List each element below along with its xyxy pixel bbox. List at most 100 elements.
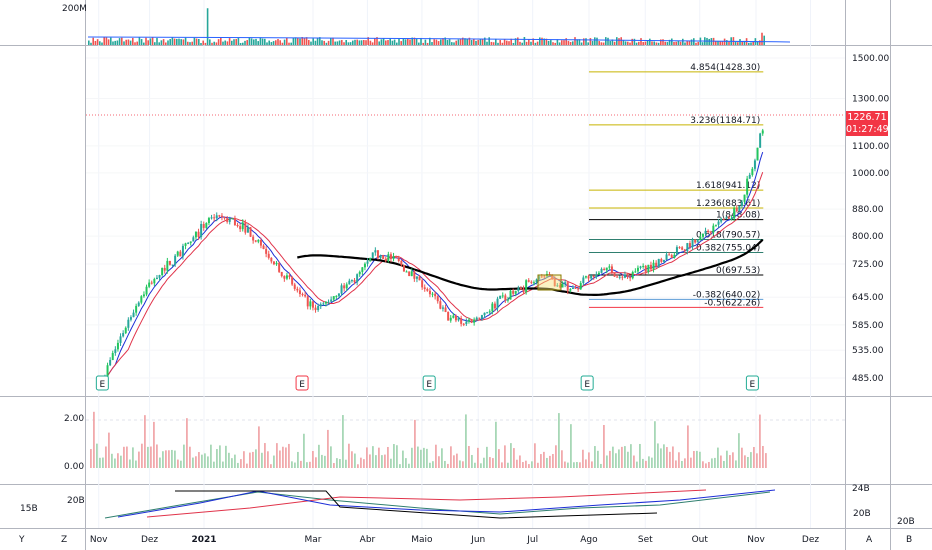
top-volume-bar <box>112 41 114 45</box>
last-price-tag: 1226.71 <box>846 111 888 124</box>
candle-body <box>343 285 346 289</box>
top-volume-bar <box>679 41 682 45</box>
volume-bar <box>447 463 449 468</box>
candle-body <box>636 267 639 272</box>
candle-body <box>361 267 364 272</box>
time-label: Dez <box>141 535 158 545</box>
candle-body <box>213 217 216 219</box>
top-volume-bar <box>534 42 537 45</box>
volume-bar <box>528 464 530 468</box>
volume-bar <box>198 452 200 468</box>
candle-body <box>257 239 260 242</box>
time-axis[interactable]: Nov Dez 2021 Mar Abr Maio Jun Jul Ago Set Out Nov De… <box>90 535 819 545</box>
volume-bar <box>678 452 680 468</box>
corner-label-y[interactable]: Y <box>18 535 25 545</box>
fib-level-label: 1.236(883.61) <box>696 199 760 209</box>
top-volume-bar <box>547 40 550 45</box>
volume-bar <box>690 457 692 468</box>
candle-body <box>535 279 538 283</box>
volume-bar <box>411 447 413 468</box>
volume-bar <box>615 453 617 468</box>
candle-body <box>231 218 234 220</box>
top-volume-bar <box>479 39 482 45</box>
candle-body <box>389 254 392 259</box>
candle-body <box>109 359 112 366</box>
volume-bar <box>609 450 611 468</box>
volume-bar <box>723 460 725 468</box>
top-volume-bar <box>521 42 523 45</box>
volume-bar <box>165 450 167 468</box>
volume-bar <box>105 446 107 468</box>
earnings-marker <box>422 375 436 391</box>
top-volume-bar <box>145 37 147 45</box>
corner-label-b[interactable]: B <box>906 535 912 545</box>
top-volume-bar <box>105 37 108 45</box>
top-volume-bar <box>371 42 374 45</box>
indicator-line-black <box>175 490 658 519</box>
volume-bar <box>744 455 746 468</box>
volume-bar <box>708 461 710 468</box>
candle-body <box>244 222 247 233</box>
candle-body <box>473 319 476 323</box>
candle-body <box>753 160 756 169</box>
top-volume-bar <box>132 37 134 45</box>
candle-body <box>444 307 447 312</box>
top-volume-bar <box>347 42 350 45</box>
candle-body <box>704 230 707 234</box>
top-volume-bar <box>466 38 468 45</box>
candle-body <box>644 265 647 272</box>
volume-bar <box>348 443 350 468</box>
volume-bar <box>672 446 674 468</box>
top-volume-bar <box>442 38 444 45</box>
top-volume-bar <box>723 38 726 45</box>
volume-bar <box>156 444 158 468</box>
volume-bar <box>531 461 533 468</box>
candle-body <box>486 312 489 314</box>
candle-body <box>595 274 598 278</box>
candle-body <box>439 301 442 309</box>
volume-bar <box>249 452 251 468</box>
candle-body <box>592 275 595 278</box>
top-volume-bar <box>470 40 473 45</box>
volume-bar <box>606 455 608 468</box>
volume-bar <box>369 454 371 468</box>
volume-bar <box>456 453 458 468</box>
volume-bar <box>639 443 641 468</box>
earnings-marker <box>745 375 759 391</box>
bottom-right-tick-2: 20B <box>853 509 871 519</box>
volume-bar <box>159 457 161 468</box>
corner-label-z[interactable]: Z <box>61 535 67 545</box>
top-volume-bar <box>173 38 176 45</box>
volume-bar <box>228 452 230 468</box>
candle-body <box>746 178 749 195</box>
top-volume-bar <box>743 40 746 45</box>
volume-bar <box>381 455 383 468</box>
top-volume-bar <box>627 41 629 45</box>
candle-body <box>499 295 502 299</box>
top-volume-bar <box>695 42 697 45</box>
top-volume-bar <box>624 41 627 45</box>
top-volume-bar <box>719 41 721 45</box>
top-volume-bar <box>488 37 490 45</box>
volume-bar <box>186 418 188 468</box>
candle-body <box>309 301 312 307</box>
top-volume-bar <box>275 40 277 45</box>
candle-body <box>631 272 634 279</box>
volume-bar <box>219 445 221 468</box>
corner-label-a[interactable]: A <box>866 535 873 545</box>
top-volume-bar <box>473 38 475 45</box>
candle-body <box>434 293 437 297</box>
volume-bar <box>273 455 275 468</box>
top-volume-bar <box>543 38 545 45</box>
top-volume-bar <box>156 37 158 45</box>
candle-body <box>610 266 613 273</box>
candle-body <box>540 276 543 278</box>
candle-body <box>145 286 148 295</box>
volume-bar <box>684 458 686 468</box>
fib-level-label: 0.382(755.04) <box>696 244 760 254</box>
top-volume-bar <box>121 37 123 45</box>
candle-body <box>605 267 608 271</box>
candle-body <box>707 230 710 233</box>
